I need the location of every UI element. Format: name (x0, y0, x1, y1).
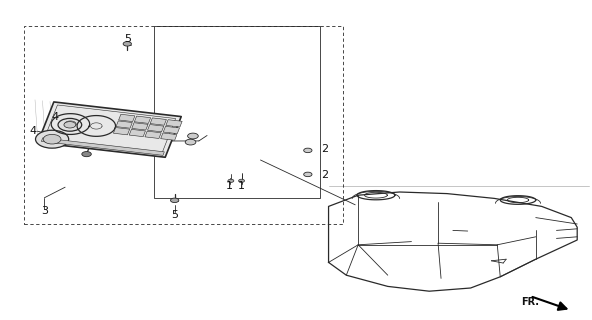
Text: 3: 3 (41, 206, 48, 216)
Circle shape (228, 179, 234, 182)
Circle shape (123, 42, 131, 46)
Polygon shape (150, 118, 166, 125)
Polygon shape (132, 123, 148, 130)
Text: 4: 4 (52, 112, 59, 122)
Text: 5: 5 (124, 34, 131, 44)
Bar (24, 26, 343, 224)
Text: 2: 2 (321, 144, 328, 154)
Polygon shape (134, 116, 150, 124)
Circle shape (304, 148, 312, 153)
Polygon shape (145, 131, 161, 139)
Bar (154, 26, 320, 198)
Text: 4: 4 (29, 126, 36, 136)
Circle shape (170, 198, 179, 203)
Circle shape (36, 130, 69, 148)
Text: 2: 2 (321, 170, 328, 180)
Polygon shape (114, 128, 130, 135)
Polygon shape (129, 129, 146, 137)
Circle shape (304, 172, 312, 177)
Circle shape (185, 139, 196, 145)
Circle shape (58, 118, 82, 131)
Text: 5: 5 (171, 210, 178, 220)
Text: 1: 1 (238, 181, 245, 191)
Polygon shape (41, 138, 165, 156)
Polygon shape (116, 121, 132, 128)
Polygon shape (160, 133, 177, 140)
Circle shape (82, 152, 91, 157)
Polygon shape (38, 102, 181, 157)
Circle shape (43, 134, 61, 144)
Polygon shape (166, 120, 182, 127)
Circle shape (239, 179, 244, 182)
Circle shape (188, 133, 198, 139)
Polygon shape (147, 124, 164, 132)
Text: 1: 1 (226, 181, 233, 191)
Polygon shape (163, 126, 179, 134)
Polygon shape (118, 114, 135, 122)
Text: FR.: FR. (521, 297, 539, 308)
Circle shape (64, 122, 76, 128)
